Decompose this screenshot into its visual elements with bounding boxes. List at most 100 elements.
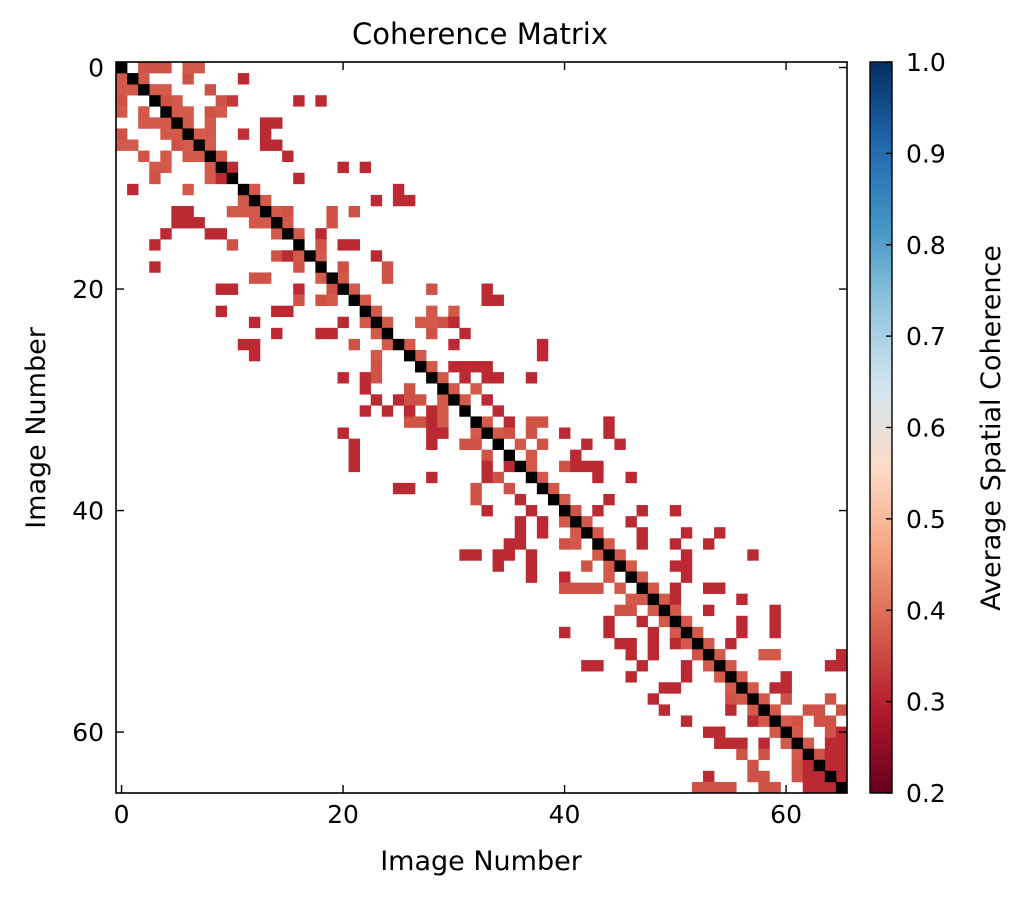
heatmap-cell [525,449,538,462]
heatmap-cell [835,649,847,661]
heatmap-cell [271,250,283,262]
heatmap-cell [259,139,272,151]
heatmap-cell [592,460,604,473]
heatmap-cell [625,560,637,572]
heatmap-cell [669,538,682,550]
heatmap-cell [780,671,792,683]
heatmap-cell [559,538,571,550]
diagonal-cell [658,604,671,617]
heatmap-cell [581,560,593,572]
heatmap-cell [415,416,427,428]
heatmap-cell [359,383,372,395]
heatmap-cell [758,770,770,783]
diagonal-cell [703,649,715,661]
heatmap-cell [182,183,194,196]
heatmap-cell [614,549,626,561]
heatmap-cell [691,649,704,661]
heatmap-cell [403,338,416,351]
heatmap-cell [525,560,538,572]
diagonal-cell [725,671,737,683]
heatmap-cell [381,338,394,351]
heatmap-cell [182,217,194,229]
heatmap-cell [370,349,383,362]
heatmap-cell [426,427,438,439]
diagonal-cell [802,748,815,761]
heatmap-cell [725,781,737,793]
heatmap-cell [127,183,139,196]
heatmap-cell [780,693,792,705]
heatmap-cell [182,117,194,129]
heatmap-cell [470,482,482,495]
heatmap-cell [337,261,349,273]
diagonal-cell [714,660,726,672]
heatmap-cell [581,438,593,450]
diagonal-cell [603,549,615,561]
y-tick-label: 60 [72,718,104,747]
heatmap-cell [271,205,283,218]
heatmap-cell [437,372,449,384]
heatmap-cell [248,272,261,284]
heatmap-cell [426,283,438,295]
plot-frame [115,61,848,794]
heatmap-cell [835,737,847,749]
diagonal-cell [625,571,637,583]
heatmap-cell [625,471,637,484]
heatmap-cell [647,637,660,650]
heatmap-cell [725,693,737,705]
heatmap-cell [736,626,748,639]
diagonal-cell [370,316,383,329]
heatmap-cell [824,748,837,761]
heatmap-cell [160,117,172,129]
heatmap-cell [835,748,847,761]
diagonal-cell [547,493,560,506]
heatmap-cell [813,704,826,716]
heatmap-cell [481,361,493,373]
heatmap-cell [503,427,516,439]
heatmap-cell [703,637,715,650]
heatmap-cell [237,194,250,207]
heatmap-cell [415,316,427,329]
diagonal-cell [259,205,272,218]
heatmap-cell [592,505,604,517]
heatmap-cell [669,560,682,572]
heatmap-cell [680,560,693,572]
heatmap-cell [437,405,449,417]
x-axis-title: Image Number [380,846,583,877]
heatmap-cell [559,582,571,594]
heatmap-cell [116,139,128,151]
heatmap-cell [525,505,538,517]
heatmap-cell [403,194,416,207]
heatmap-cell [481,505,493,517]
heatmap-cell [315,327,327,340]
heatmap-cell [160,228,172,240]
heatmap-cell [392,394,405,406]
heatmap-cell [647,582,660,594]
colorbar-tick-label: 0.4 [906,596,946,625]
heatmap-cell [813,748,826,761]
heatmap-cell [470,549,482,561]
heatmap-cell [791,770,803,783]
diagonal-cell [282,228,294,240]
diagonal-cell [736,682,748,694]
heatmap-cell [769,682,781,694]
heatmap-cell [824,693,837,705]
diagonal-cell [691,637,704,650]
heatmap-cell [802,781,815,793]
heatmap-cell [138,117,150,129]
heatmap-cell [625,637,637,650]
diagonal-cell [127,73,139,85]
heatmap-cell [271,228,283,240]
diagonal-cell [149,95,161,107]
heatmap-cell [802,759,815,772]
heatmap-cell [824,737,837,749]
heatmap-cell [226,205,239,218]
colorbar-label: Average Spatial Coherence [976,245,1007,611]
heatmap-cell [725,660,737,672]
heatmap-cell [459,438,471,450]
heatmap-cell [824,781,837,793]
heatmap-cell [680,671,693,683]
diagonal-cell [448,394,460,406]
heatmap-cell [680,549,693,561]
heatmap-cell [813,715,826,727]
